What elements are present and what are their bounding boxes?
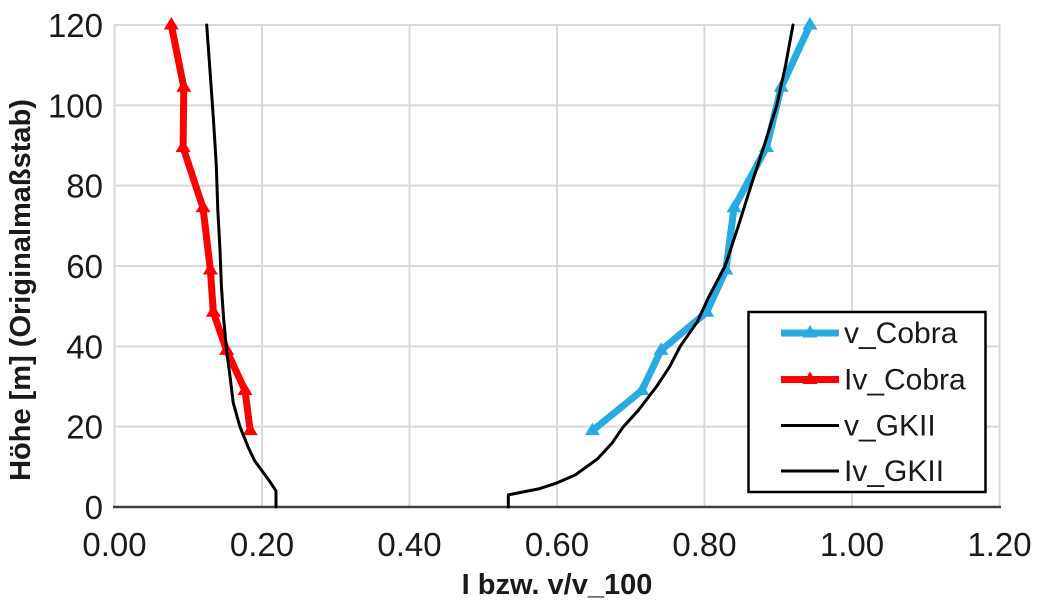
legend-marker-v-cobra <box>802 325 818 338</box>
series-line-v_GKII <box>506 23 795 509</box>
y-tick-label: 120 <box>48 7 103 44</box>
x-tick-label: 1.00 <box>820 526 884 563</box>
marker-Iv_Cobra <box>242 422 258 436</box>
marker-v_Cobra <box>634 382 650 396</box>
y-tick-label: 60 <box>66 248 103 285</box>
x-tick-label: 0.40 <box>377 526 441 563</box>
marker-Iv_Cobra <box>163 16 179 30</box>
legend-label-v-cobra: v_Cobra <box>844 317 958 350</box>
legend: v_Cobra Iv_Cobra v_GKII Iv_GKII <box>747 310 987 494</box>
series-Iv_GKII <box>205 23 278 509</box>
legend-label-iv-gkii: Iv_GKII <box>844 455 944 488</box>
legend-entry-iv-cobra: Iv_Cobra <box>781 364 966 397</box>
marker-v_Cobra <box>726 199 742 213</box>
marker-Iv_Cobra <box>175 139 191 153</box>
marker-Iv_Cobra <box>205 304 221 317</box>
x-tick-label: 0.20 <box>230 526 294 563</box>
tick-labels: 0.00 0.20 0.40 0.60 0.80 1.00 1.20 0 20 40 60 80 100… <box>48 7 1032 563</box>
legend-box <box>747 310 987 494</box>
marker-Iv_Cobra <box>202 262 218 275</box>
y-tick-label: 20 <box>66 409 103 446</box>
legend-entry-iv-gkii: Iv_GKII <box>781 455 944 488</box>
marker-Iv_Cobra <box>195 199 211 213</box>
series-v_GKII <box>506 23 795 509</box>
y-tick-label: 0 <box>85 489 103 526</box>
marker-Iv_Cobra <box>237 382 253 396</box>
x-axis-title: I bzw. v/v_100 <box>462 569 653 601</box>
y-axis-title: Höhe [m] (Originalmaßstab) <box>5 99 37 481</box>
marker-v_Cobra <box>653 342 669 355</box>
x-tick-label: 1.20 <box>967 526 1031 563</box>
legend-label-v-gkii: v_GKII <box>844 410 936 443</box>
marker-v_Cobra <box>584 422 600 436</box>
y-tick-label: 40 <box>66 328 103 365</box>
marker-v_Cobra <box>699 304 715 317</box>
marker-Iv_Cobra <box>176 79 192 92</box>
legend-label-iv-cobra: Iv_Cobra <box>844 364 966 397</box>
series-layer <box>163 16 818 509</box>
x-tick-label: 0.80 <box>672 526 736 563</box>
y-tick-label: 80 <box>66 168 103 205</box>
marker-v_Cobra <box>802 16 818 30</box>
legend-entry-v-cobra: v_Cobra <box>781 317 958 350</box>
legend-entry-v-gkii: v_GKII <box>781 410 936 443</box>
legend-marker-iv-cobra <box>802 371 818 384</box>
x-tick-label: 0.60 <box>525 526 589 563</box>
series-line-Iv_GKII <box>205 23 278 509</box>
y-tick-label: 100 <box>48 87 103 124</box>
x-tick-label: 0.00 <box>82 526 146 563</box>
